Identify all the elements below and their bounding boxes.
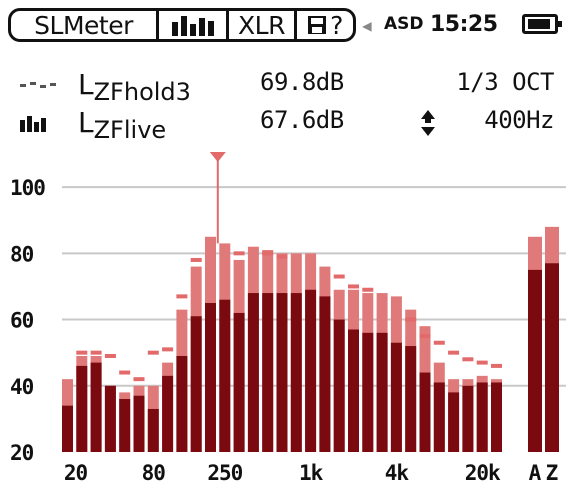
y-tick-label: 80 xyxy=(10,242,34,266)
live-readout-row: LZFlive 67.6dB 400Hz xyxy=(0,106,566,144)
up-down-arrows-icon[interactable] xyxy=(418,108,438,138)
hold-label: LZFhold3 xyxy=(78,68,191,106)
max-marker xyxy=(433,340,445,345)
live-bar xyxy=(219,299,231,452)
max-marker xyxy=(333,274,345,279)
live-bar xyxy=(262,293,274,452)
live-bar xyxy=(119,399,131,452)
live-bar xyxy=(276,293,288,452)
hold-readout-row: LZFhold3 69.8dB 1/3 OCT xyxy=(0,68,566,106)
cursor-frequency: 400Hz xyxy=(484,106,554,134)
max-marker xyxy=(119,370,131,375)
band-resolution[interactable]: 1/3 OCT xyxy=(456,68,554,96)
overall-live-bar xyxy=(545,263,559,452)
live-bar xyxy=(190,316,202,452)
live-bar xyxy=(305,289,317,452)
live-bar xyxy=(362,332,374,452)
max-marker xyxy=(419,334,431,339)
x-tick-label: 20k xyxy=(465,461,501,485)
max-marker xyxy=(276,254,288,259)
cursor-triangle-icon xyxy=(209,152,226,162)
live-bar xyxy=(433,382,445,452)
max-marker xyxy=(462,357,474,362)
live-bar xyxy=(333,319,345,452)
x-tick-label: 1k xyxy=(299,461,324,485)
live-bar xyxy=(491,382,502,452)
max-marker xyxy=(76,350,88,355)
live-bar xyxy=(390,342,402,452)
live-bar xyxy=(76,365,88,452)
y-tick-label: 60 xyxy=(10,309,34,333)
max-marker xyxy=(348,284,359,289)
bars-icon xyxy=(20,116,46,132)
speaker-icon[interactable]: ◀ xyxy=(362,16,372,35)
max-marker xyxy=(262,251,274,256)
max-marker xyxy=(491,363,502,368)
live-bar xyxy=(405,346,417,452)
overall-label: A xyxy=(529,461,542,485)
app-name-button[interactable]: SLMeter xyxy=(11,11,159,39)
live-bar xyxy=(376,332,388,452)
max-marker xyxy=(405,317,417,322)
live-label: LZFlive xyxy=(78,106,167,144)
clock: 15:25 xyxy=(430,12,498,37)
save-icon xyxy=(308,16,327,34)
live-value: 67.6dB xyxy=(260,106,344,134)
overall-label: Z xyxy=(546,461,559,485)
live-bar xyxy=(476,382,488,452)
max-marker xyxy=(233,251,245,256)
spectrum-view-button[interactable] xyxy=(159,11,229,39)
max-marker xyxy=(476,360,488,365)
app-menu-bar: SLMeter XLR ? xyxy=(8,8,356,42)
max-marker xyxy=(162,347,174,352)
live-bar xyxy=(133,395,145,452)
live-bar xyxy=(448,392,460,452)
max-marker xyxy=(176,294,188,299)
live-bar xyxy=(205,303,216,452)
overall-live-bar xyxy=(528,269,542,452)
dashed-line-icon xyxy=(20,82,56,88)
live-bar xyxy=(162,375,174,452)
x-tick-label: 250 xyxy=(207,461,242,485)
max-marker xyxy=(448,350,460,355)
x-tick-label: 4k xyxy=(385,461,410,485)
max-marker xyxy=(190,257,202,262)
live-bar xyxy=(319,296,331,452)
spectrum-bars-icon xyxy=(171,16,214,36)
device-label: ASD xyxy=(384,14,424,34)
max-marker xyxy=(147,350,159,355)
y-tick-label: 100 xyxy=(10,176,45,200)
live-bar xyxy=(90,362,102,452)
live-bar xyxy=(462,385,474,452)
max-marker xyxy=(362,287,374,292)
y-tick-label: 40 xyxy=(10,375,34,399)
help-label: ? xyxy=(330,10,343,40)
battery-icon xyxy=(522,14,562,34)
max-marker xyxy=(90,350,102,355)
live-bar xyxy=(104,385,116,452)
live-bar xyxy=(247,293,259,452)
live-bar xyxy=(348,329,359,452)
input-select-button[interactable]: XLR xyxy=(229,11,297,39)
live-bar xyxy=(62,405,73,452)
hold-label-subscript: ZFhold3 xyxy=(93,78,191,106)
spectrum-chart[interactable]: 20 40 60 80 100 A Z 20 80 250 1k 4k 20k xyxy=(0,150,566,497)
hold-value: 69.8dB xyxy=(260,68,344,96)
max-marker xyxy=(133,377,145,382)
live-bar xyxy=(176,355,188,452)
live-bar xyxy=(147,408,159,452)
live-label-subscript: ZFlive xyxy=(93,116,167,144)
x-tick-label: 20 xyxy=(64,461,88,485)
tools-help-button[interactable]: ? xyxy=(297,11,353,39)
live-bar xyxy=(419,372,431,452)
y-tick-label: 20 xyxy=(10,441,34,465)
max-marker xyxy=(104,353,116,358)
live-bar xyxy=(290,293,302,452)
live-bar xyxy=(233,312,245,452)
x-tick-label: 80 xyxy=(142,461,166,485)
